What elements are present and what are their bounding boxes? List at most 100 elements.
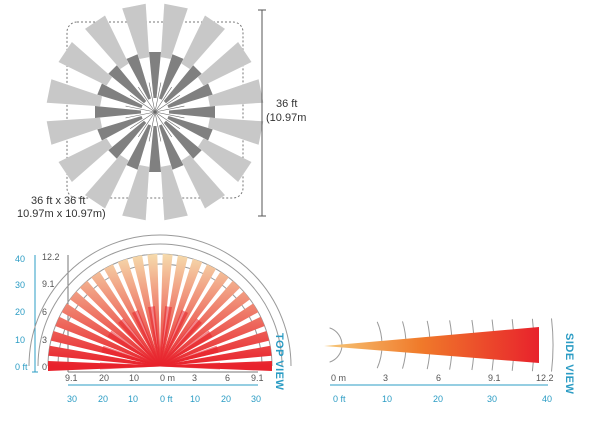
outer-beam <box>122 165 150 221</box>
fan-ray-inner <box>131 310 161 367</box>
top-left-ft-tick: 10 <box>15 335 25 345</box>
top-view-panel: 40 30 20 10 0 ft 12.2 9.1 6 3 0 m 9.1 20… <box>15 234 292 404</box>
top-bottom-m-tick: 3 <box>192 373 197 383</box>
fan-ray-inner <box>159 318 202 367</box>
inner-beam <box>163 65 202 104</box>
outer-beam <box>208 79 264 107</box>
fan-ray-inner <box>159 345 219 367</box>
top-bottom-ft-tick: 10 <box>190 394 200 404</box>
outer-beam <box>198 42 252 86</box>
beam-spoke <box>129 95 156 113</box>
inner-beam <box>95 106 141 118</box>
fan-ray <box>159 255 188 367</box>
fan-ray <box>104 264 161 367</box>
side-bottom-m-tick: 9.1 <box>488 373 501 383</box>
height-label-m: (10.97m <box>266 112 306 124</box>
side-bottom-ft-tick: 10 <box>382 394 392 404</box>
beam-spoke <box>154 82 162 113</box>
height-label-ft: 36 ft <box>276 98 297 110</box>
beam-spoke <box>148 111 156 142</box>
fan-ray-inner <box>160 362 220 370</box>
overhead-coverage: 36 ft (10.97m 36 ft x 36 ft 10.97m x 10.… <box>17 3 306 221</box>
top-bottom-ft-tick: 20 <box>221 394 231 404</box>
fan-ray-inner <box>107 330 161 367</box>
coverage-label-ft: 36 ft x 36 ft <box>31 195 85 207</box>
top-bottom-ft-tick: 10 <box>128 394 138 404</box>
fan-ray-inner <box>101 345 161 367</box>
top-bottom-m-tick: 0 m <box>160 373 175 383</box>
top-left-m-tick: 3 <box>42 335 47 345</box>
beam-spoke <box>154 111 162 142</box>
outer-beam <box>85 15 129 69</box>
range-arc <box>37 243 283 367</box>
beam-spoke <box>138 86 156 113</box>
side-view-panel: 0 m 3 6 9.1 12.2 0 ft 10 20 30 40 SIDE V… <box>324 318 575 404</box>
top-view-fan <box>48 253 272 371</box>
beam-spoke <box>129 111 156 129</box>
fan-ray-inner <box>159 310 189 367</box>
fan-ray <box>70 291 161 367</box>
beam-spoke <box>138 111 156 138</box>
range-arc <box>57 263 263 367</box>
outer-beam <box>46 117 102 145</box>
top-bottom-ft-tick: 30 <box>251 394 261 404</box>
fan-ray <box>159 316 265 367</box>
beam-spoke <box>148 82 156 113</box>
height-dimension <box>258 9 266 217</box>
top-bottom-m-tick: 6 <box>225 373 230 383</box>
outer-beam <box>122 3 150 59</box>
top-bottom-m-tick: 9.1 <box>251 373 264 383</box>
inner-beam <box>126 54 151 100</box>
beam-spoke <box>154 95 181 113</box>
top-bottom-m-tick: 20 <box>99 373 109 383</box>
side-view-title: SIDE VIEW <box>563 333 575 394</box>
top-bottom-ft-tick: 20 <box>98 394 108 404</box>
fan-ray <box>159 345 272 367</box>
outer-beam <box>208 117 264 145</box>
range-arc <box>28 234 292 367</box>
inner-beam <box>169 106 215 118</box>
coverage-label-m: 10.97m x 10.97m) <box>17 208 106 220</box>
top-left-m-tick: 9.1 <box>42 279 55 289</box>
side-view-beam <box>324 327 539 363</box>
side-bottom-m-tick: 0 m <box>331 373 346 383</box>
coverage-area-outline <box>66 21 244 199</box>
beam-spoke <box>154 111 181 129</box>
fan-ray-inner <box>148 306 161 367</box>
inner-beam <box>126 124 151 170</box>
fan-ray <box>159 271 229 367</box>
outer-beam <box>85 155 129 209</box>
top-bottom-m-tick: 10 <box>129 373 139 383</box>
fan-ray <box>159 291 250 367</box>
fan-ray-inner <box>159 330 213 367</box>
beam-spoke <box>154 111 185 119</box>
outer-beam <box>181 155 225 209</box>
outer-beam <box>198 138 252 182</box>
side-range-arc <box>551 318 554 372</box>
side-bottom-m-tick: 6 <box>436 373 441 383</box>
top-bottom-ft-tick: 30 <box>67 394 77 404</box>
inner-beam <box>163 120 202 159</box>
top-bottom-ft-tick: 0 ft <box>160 394 173 404</box>
side-bottom-ft-tick: 30 <box>487 394 497 404</box>
outer-beam <box>160 3 188 59</box>
sensor-beams <box>46 3 264 221</box>
side-bottom-ft-tick: 40 <box>542 394 552 404</box>
fan-ray-inner <box>100 362 160 370</box>
top-left-m-tick: 6 <box>42 307 47 317</box>
fan-ray-inner <box>118 318 161 367</box>
top-view-title: TOP VIEW <box>273 333 285 391</box>
fan-ray <box>132 255 161 367</box>
top-bottom-m-tick: 9.1 <box>65 373 78 383</box>
outer-beam <box>160 165 188 221</box>
outer-beam <box>58 138 112 182</box>
outer-beam <box>181 15 225 69</box>
inner-beam <box>167 83 213 108</box>
top-view-range-arcs <box>28 234 292 367</box>
fan-ray <box>159 264 216 367</box>
top-left-ft-tick: 30 <box>15 280 25 290</box>
fan-rays <box>48 253 272 371</box>
inner-beam <box>159 124 184 170</box>
inner-beam <box>149 52 161 98</box>
